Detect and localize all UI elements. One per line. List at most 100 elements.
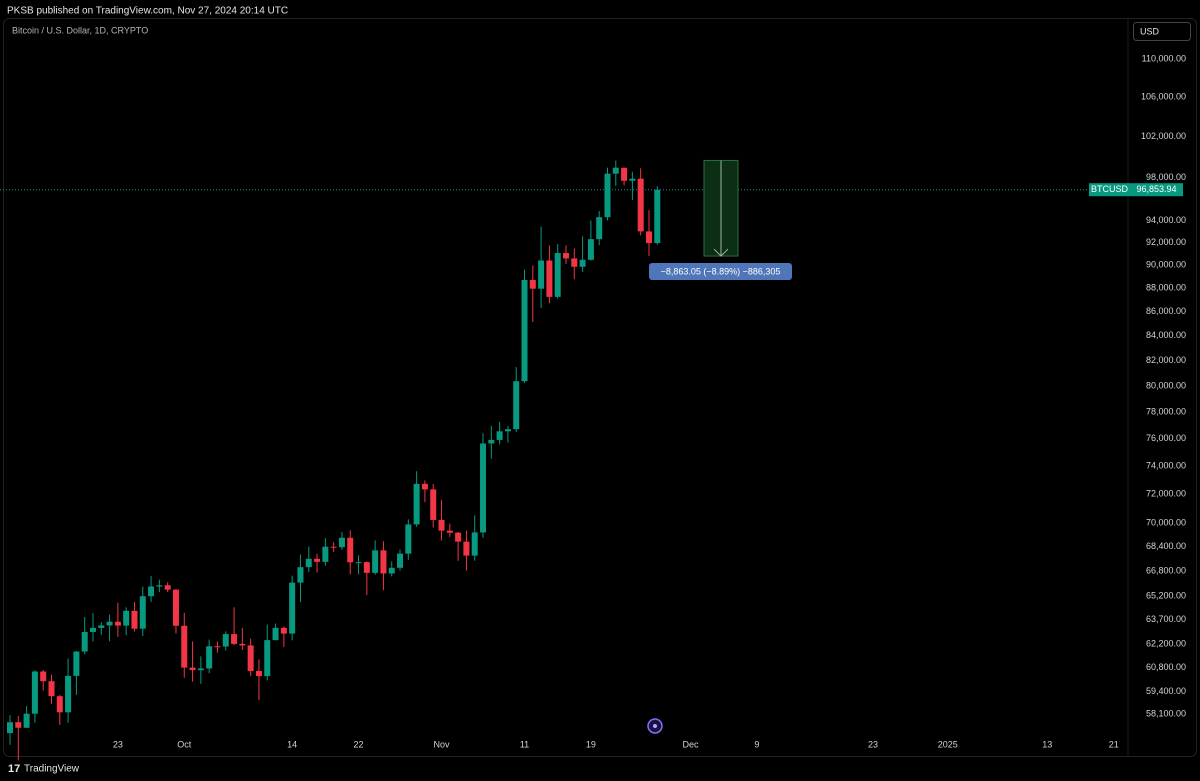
x-tick-label: 23 <box>113 739 123 749</box>
candle-body <box>504 429 511 432</box>
candle-body <box>56 696 63 713</box>
candle-body <box>397 553 404 568</box>
y-tick-label: 102,000.00 <box>1141 131 1186 141</box>
y-tick-label: 66,800.00 <box>1146 565 1186 575</box>
candle-body <box>272 627 279 641</box>
candle-body <box>7 722 13 734</box>
x-tick-label: 14 <box>287 739 297 749</box>
candle-body <box>81 631 88 652</box>
currency-label[interactable]: USD <box>1140 26 1160 36</box>
candle-body <box>264 640 271 677</box>
candle-body <box>123 610 130 626</box>
y-tick-label: 72,000.00 <box>1146 488 1186 498</box>
candle-body <box>239 643 246 646</box>
y-tick-label: 94,000.00 <box>1146 215 1186 225</box>
candle-body <box>206 646 213 669</box>
x-tick-label: 11 <box>520 739 529 749</box>
candle-body <box>637 178 644 232</box>
candle-body <box>189 667 196 671</box>
currency-button[interactable] <box>1133 22 1191 41</box>
candle-body <box>645 231 652 244</box>
y-tick-label: 70,000.00 <box>1146 517 1186 527</box>
candle-body <box>73 651 80 676</box>
candle-body <box>563 253 569 259</box>
candle-body <box>197 668 204 671</box>
y-tick-label: 80,000.00 <box>1146 380 1186 390</box>
candle-body <box>587 239 594 260</box>
x-tick-label: Dec <box>682 739 699 749</box>
x-tick-label: 19 <box>586 739 596 749</box>
candle-body <box>496 431 503 440</box>
candle-body <box>596 217 603 240</box>
candle-body <box>131 610 138 629</box>
candle-body <box>15 722 22 728</box>
candle-body <box>571 258 578 267</box>
y-tick-label: 82,000.00 <box>1146 355 1186 365</box>
candle-body <box>231 634 238 644</box>
candle-body <box>579 259 586 267</box>
candle-body <box>430 489 437 520</box>
candle-body <box>89 627 96 632</box>
event-icon-dot <box>653 724 657 728</box>
candle-body <box>139 596 146 629</box>
candle-body <box>222 634 229 647</box>
candle-body <box>48 681 55 697</box>
candle-body <box>65 675 72 713</box>
candle-body <box>98 625 105 628</box>
candle-body <box>388 567 395 574</box>
candle-body <box>106 621 113 626</box>
candle-body <box>629 178 636 181</box>
measure-label-box <box>649 263 792 281</box>
candle-body <box>289 582 296 634</box>
candle-body <box>114 621 121 626</box>
candle-body <box>546 260 553 297</box>
y-tick-label: 106,000.00 <box>1141 91 1186 101</box>
y-tick-label: 98,000.00 <box>1146 172 1186 182</box>
candle-body <box>330 546 337 548</box>
candle-body <box>554 253 561 297</box>
candle-body <box>471 532 478 556</box>
candle-body <box>31 671 38 714</box>
y-tick-label: 92,000.00 <box>1146 237 1186 247</box>
candle-body <box>280 627 287 634</box>
last-price-label: 96,853.94 <box>1136 184 1176 194</box>
candle-body <box>380 550 387 574</box>
candle-body <box>455 532 462 542</box>
y-tick-label: 76,000.00 <box>1146 433 1186 443</box>
candle-body <box>156 585 163 587</box>
candle-body <box>40 671 47 682</box>
y-tick-label: 88,000.00 <box>1146 282 1186 292</box>
candle-body <box>314 558 321 562</box>
y-tick-label: 74,000.00 <box>1146 460 1186 470</box>
candle-body <box>421 483 428 490</box>
y-tick-label: 84,000.00 <box>1146 330 1186 340</box>
x-tick-label: 13 <box>1042 739 1052 749</box>
candle-body <box>488 439 495 444</box>
y-tick-label: 86,000.00 <box>1146 306 1186 316</box>
candle-body <box>480 443 487 533</box>
candle-body <box>23 713 30 728</box>
x-tick-label: Oct <box>177 739 192 749</box>
candle-body <box>654 189 661 244</box>
publisher-note: PKSB published on TradingView.com, Nov 2… <box>7 6 288 17</box>
candle-body <box>338 537 345 548</box>
candle-body <box>181 625 188 668</box>
candle-body <box>612 167 619 174</box>
candle-body <box>521 279 528 382</box>
candle-body <box>446 530 453 533</box>
logo-mark: 17 <box>8 763 20 775</box>
symbol-tag <box>1089 183 1130 197</box>
y-tick-label: 65,200.00 <box>1146 590 1186 600</box>
y-tick-label: 60,800.00 <box>1146 662 1186 672</box>
y-tick-label: 62,200.00 <box>1146 639 1186 649</box>
candle-body <box>305 558 312 568</box>
symbol-tag-label: BTCUSD <box>1091 184 1129 194</box>
x-tick-label: Nov <box>434 739 451 749</box>
candle-body <box>172 589 179 626</box>
symbol-title: Bitcoin / U.S. Dollar, 1D, CRYPTO <box>12 25 148 35</box>
candle-body <box>513 381 520 430</box>
candle-body <box>247 645 254 671</box>
candle-body <box>148 586 155 597</box>
y-tick-label: 110,000.00 <box>1142 53 1186 63</box>
